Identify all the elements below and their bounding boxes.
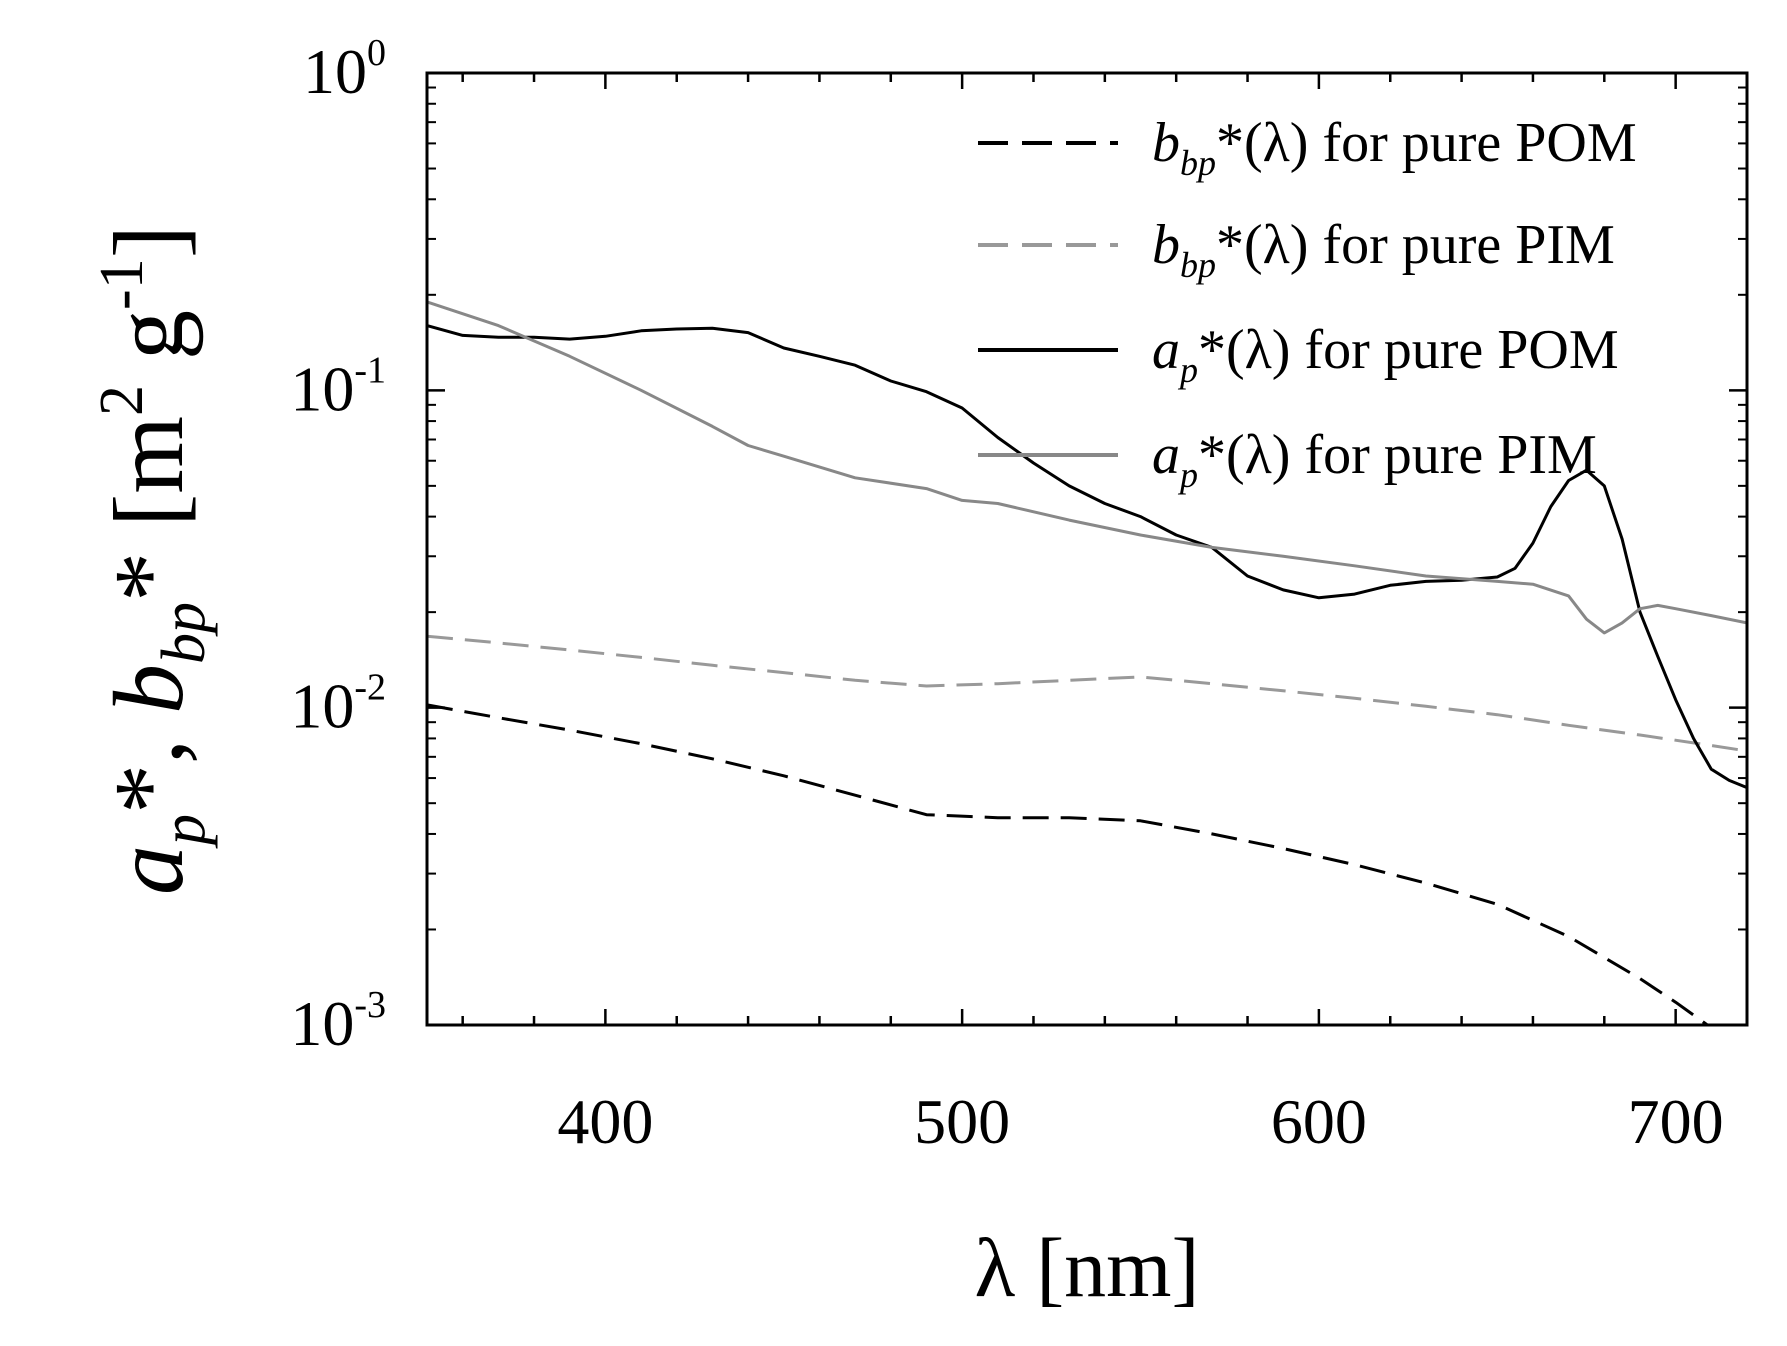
ylabel-unit-open: [m [93,416,204,552]
series-line-2 [427,324,1747,789]
y-tick-label: 10-3 [290,984,386,1059]
series-line-1 [427,634,1747,753]
legend-label-1: bbp*(λ) for pure PIM [1152,214,1615,285]
ylabel-b-sub: bp [150,602,218,664]
ylabel-b: b [93,664,204,714]
plot-frame [425,71,1749,1027]
ylabel-comma: , [93,714,204,764]
x-tick-label: 600 [1271,1086,1367,1157]
ylabel-a-sub: p [150,814,218,849]
legend-label-3: ap*(λ) for pure PIM [1152,424,1597,495]
legend-label-2: ap*(λ) for pure POM [1152,319,1619,390]
ylabel-unit-sq: 2 [88,385,156,416]
y-tick-label: 10-2 [290,667,386,742]
ylabel-unit-exp: -1 [88,258,156,310]
y-axis-label: ap*, bbp* [m2 g-1] [88,225,218,895]
ylabel-star-2: * [93,552,204,602]
ylabel-star-1: * [93,764,204,814]
x-tick-label: 700 [1628,1086,1724,1157]
y-tick-label: 100 [303,32,386,107]
ylabel-a: a [93,845,204,895]
series-line-3 [427,300,1747,635]
legend-label-0: bbp*(λ) for pure POM [1152,112,1637,183]
x-tick-label: 500 [914,1086,1010,1157]
x-axis-label: λ [nm] [974,1222,1199,1315]
y-tick-label: 10-1 [290,349,386,424]
x-tick-label: 400 [557,1086,653,1157]
ylabel-unit-g: g [93,310,204,385]
series-line-0 [427,703,1710,1025]
legend: bbp*(λ) for pure POM bbp*(λ) for pure PIM… [978,112,1637,495]
ylabel-unit-close: ] [93,225,204,258]
